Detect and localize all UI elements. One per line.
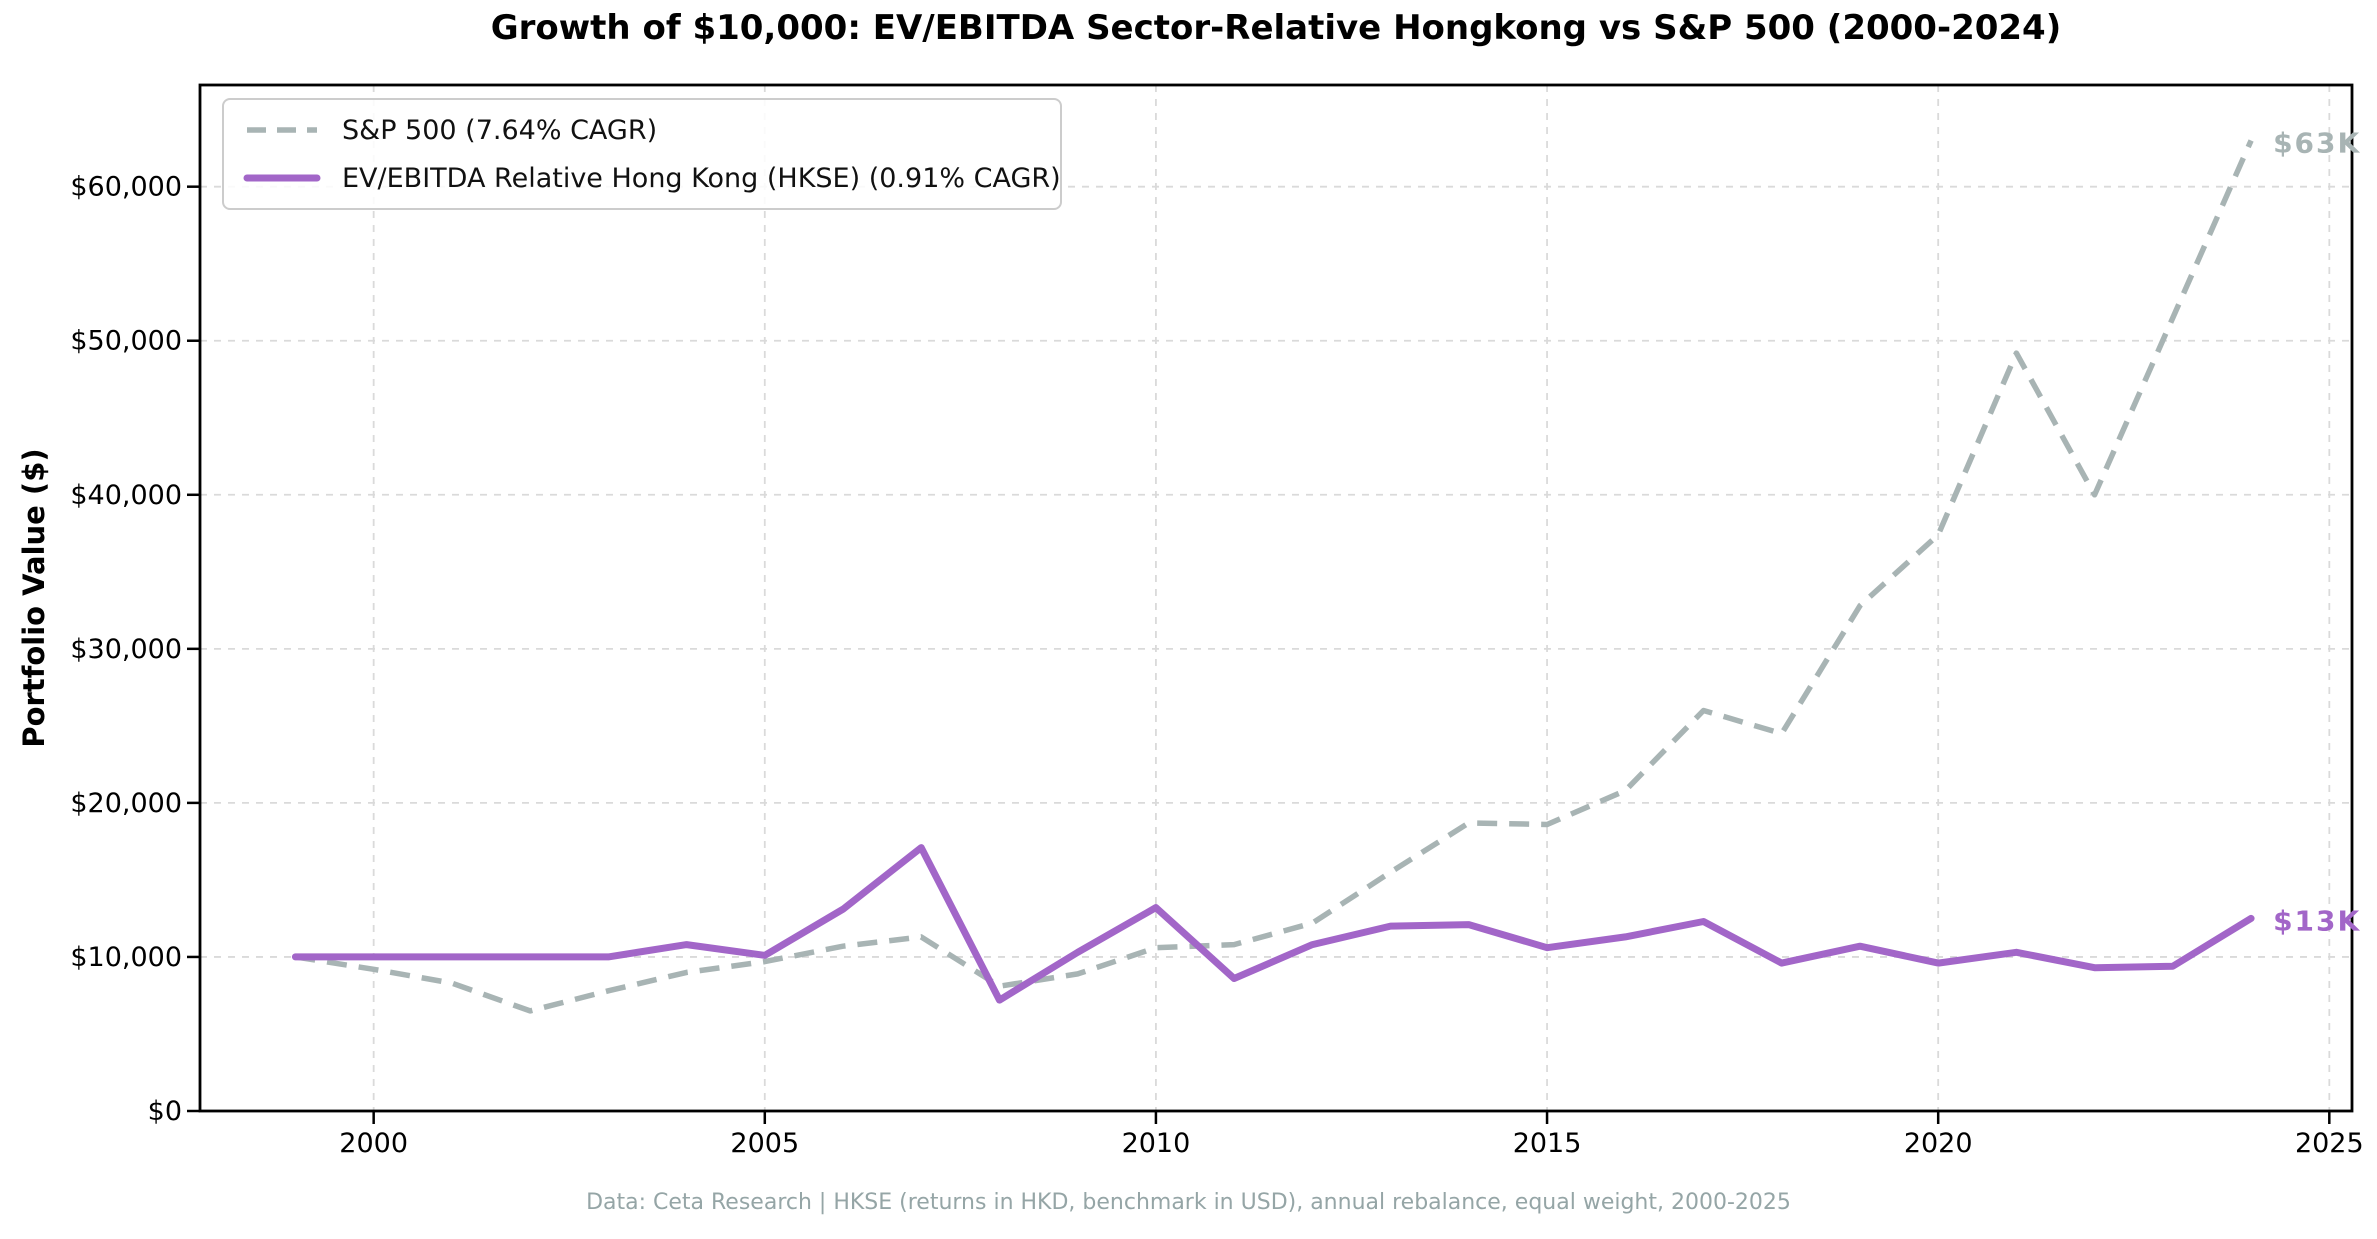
x-tick-label: 2015: [1513, 1128, 1582, 1159]
x-tick-label: 2020: [1904, 1128, 1973, 1159]
x-tick-label: 2025: [2295, 1128, 2364, 1159]
y-tick-label: $40,000: [70, 480, 182, 511]
y-tick-label: $60,000: [70, 172, 182, 203]
x-tick-label: 2000: [339, 1128, 408, 1159]
legend: S&P 500 (7.64% CAGR) EV/EBITDA Relative …: [222, 98, 1062, 210]
sp500-dashed-line-sample: [247, 127, 317, 133]
hkse-solid-line-sample: [243, 174, 321, 182]
y-tick-label: $20,000: [70, 788, 182, 819]
annotation-13k: $13K: [2273, 904, 2361, 937]
y-axis-label: Portfolio Value ($): [17, 448, 51, 748]
legend-item-hkse: EV/EBITDA Relative Hong Kong (HKSE) (0.9…: [242, 154, 1061, 202]
chart-title: Growth of $10,000: EV/EBITDA Sector-Rela…: [490, 8, 2062, 48]
y-tick-label: $10,000: [70, 942, 182, 973]
x-tick-label: 2010: [1122, 1128, 1191, 1159]
footer-note: Data: Ceta Research | HKSE (returns in H…: [586, 1190, 1791, 1215]
y-tick-label: $50,000: [70, 326, 182, 357]
y-tick-label: $30,000: [70, 634, 182, 665]
annotation-63k: $63K: [2273, 126, 2361, 159]
legend-item-sp500: S&P 500 (7.64% CAGR): [242, 106, 1042, 154]
plot-border: [198, 83, 2354, 1113]
series-line-hkse: [291, 844, 2255, 1004]
legend-label-sp500: S&P 500 (7.64% CAGR): [342, 114, 658, 146]
x-tick-label: 2005: [730, 1128, 799, 1159]
legend-label-hkse: EV/EBITDA Relative Hong Kong (HKSE) (0.9…: [342, 162, 1061, 194]
y-tick-label: $0: [148, 1096, 182, 1127]
series-line-sp500: [294, 139, 2254, 1014]
